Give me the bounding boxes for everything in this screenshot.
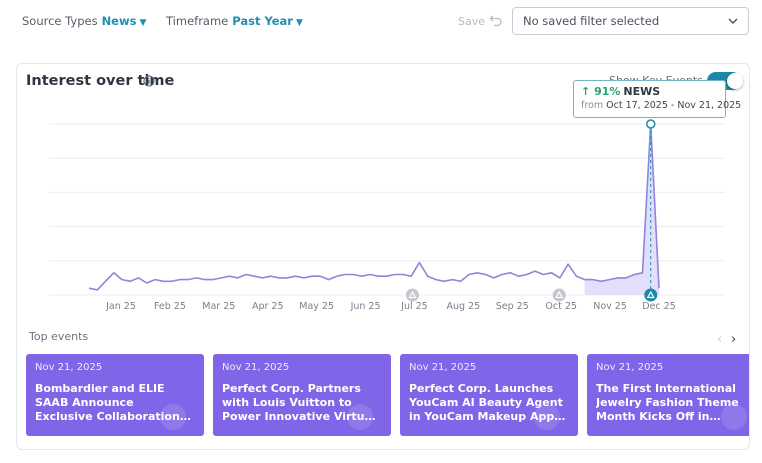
event-watermark-icon bbox=[721, 404, 747, 430]
event-date: Nov 21, 2025 bbox=[409, 362, 477, 373]
x-tick-label: Feb 25 bbox=[154, 301, 186, 312]
card-title: Interest over time bbox=[26, 73, 175, 89]
x-tick-label: Jun 25 bbox=[350, 301, 381, 312]
undo-icon[interactable] bbox=[489, 13, 503, 27]
saved-filter-select[interactable]: No saved filter selected bbox=[512, 7, 749, 35]
top-events-label: Top events bbox=[29, 330, 89, 343]
event-card[interactable]: Nov 21, 2025 Bombardier and ELIE SAAB An… bbox=[26, 354, 204, 436]
series-line bbox=[88, 123, 660, 291]
event-title: Bombardier and ELIE SAAB Announce Exclus… bbox=[35, 382, 180, 423]
x-tick-label: Jan 25 bbox=[105, 301, 136, 312]
highlight-area bbox=[584, 124, 659, 295]
source-types-filter[interactable]: Source Types News ▼ bbox=[22, 14, 146, 28]
interest-over-time-card: Interest over time Show Key Events Jan 2… bbox=[16, 63, 750, 450]
chevron-down-icon: ▼ bbox=[295, 18, 303, 28]
saved-filter-value: No saved filter selected bbox=[523, 14, 660, 28]
source-types-label: Source Types bbox=[22, 14, 98, 28]
tooltip-headline: ↑ 91% NEWS bbox=[581, 85, 718, 98]
event-card[interactable]: Nov 21, 2025 Perfect Corp. Partners with… bbox=[213, 354, 391, 436]
tooltip-percent: 91% bbox=[594, 85, 621, 98]
timeframe-label: Timeframe bbox=[166, 14, 229, 28]
chart-tooltip: ↑ 91% NEWS from Oct 17, 2025 - Nov 21, 20… bbox=[573, 80, 741, 118]
timeframe-filter[interactable]: Timeframe Past Year ▼ bbox=[166, 14, 303, 28]
event-card[interactable]: Nov 21, 2025 Perfect Corp. Launches YouC… bbox=[400, 354, 578, 436]
toggle-knob bbox=[727, 73, 743, 89]
event-date: Nov 21, 2025 bbox=[222, 362, 290, 373]
top-events-list: Nov 21, 2025 Bombardier and ELIE SAAB An… bbox=[26, 354, 749, 438]
key-event-marker-glyph bbox=[555, 290, 564, 299]
key-event-marker-circle bbox=[644, 288, 658, 302]
chevron-left-icon[interactable]: ‹ bbox=[717, 332, 723, 347]
x-tick-label: Dec 25 bbox=[642, 301, 676, 312]
timeframe-value: Past Year bbox=[232, 14, 293, 28]
event-watermark-icon bbox=[534, 404, 560, 430]
event-card[interactable]: Nov 21, 2025 The First International Jew… bbox=[587, 354, 749, 436]
tooltip-range-row: from Oct 17, 2025 - Nov 21, 2025 bbox=[581, 100, 741, 111]
key-event-marker-circle bbox=[405, 288, 419, 302]
x-tick-label: May 25 bbox=[299, 301, 334, 312]
chevron-down-icon: ▼ bbox=[139, 18, 147, 28]
chevron-down-icon bbox=[728, 18, 738, 24]
filter-bar: Source Types News ▼ Timeframe Past Year ▼ Sa… bbox=[0, 0, 762, 50]
event-title: Perfect Corp. Launches YouCam AI Beauty … bbox=[409, 382, 563, 423]
tooltip-source: NEWS bbox=[623, 85, 661, 98]
interest-chart: Jan 25 Feb 25 Mar 25 Apr 25 May 25 Jun 25 Jul … bbox=[49, 119, 725, 312]
key-event-marker-glyph bbox=[646, 290, 655, 299]
x-tick-label: Nov 25 bbox=[593, 301, 627, 312]
x-tick-label: Apr 25 bbox=[252, 301, 284, 312]
key-event-marker-icon[interactable] bbox=[552, 288, 566, 302]
event-date: Nov 21, 2025 bbox=[35, 362, 103, 373]
key-event-marker-icon[interactable] bbox=[644, 288, 658, 302]
arrow-up-icon: ↑ bbox=[581, 85, 591, 98]
tooltip-from: from bbox=[581, 100, 604, 111]
tooltip-range: Oct 17, 2025 - Nov 21, 2025 bbox=[606, 100, 742, 111]
x-tick-label: Sep 25 bbox=[496, 301, 529, 312]
event-watermark-icon bbox=[347, 404, 373, 430]
key-event-marker-circle bbox=[552, 288, 566, 302]
x-tick-label: Aug 25 bbox=[447, 301, 481, 312]
key-event-marker-glyph bbox=[408, 290, 417, 299]
info-icon[interactable] bbox=[143, 75, 155, 87]
event-date: Nov 21, 2025 bbox=[596, 362, 664, 373]
x-tick-label: Jul 25 bbox=[400, 301, 428, 312]
event-title: Perfect Corp. Partners with Louis Vuitto… bbox=[222, 382, 376, 423]
x-tick-label: Oct 25 bbox=[545, 301, 577, 312]
x-tick-label: Mar 25 bbox=[202, 301, 235, 312]
event-watermark-icon bbox=[160, 404, 186, 430]
peak-point bbox=[645, 119, 656, 129]
event-title: The First International Jewelry Fashion … bbox=[596, 382, 739, 423]
source-types-value: News bbox=[101, 14, 137, 28]
save-button[interactable]: Save bbox=[458, 15, 486, 28]
chevron-right-icon[interactable]: › bbox=[731, 332, 737, 347]
key-event-marker-icon[interactable] bbox=[405, 288, 419, 302]
